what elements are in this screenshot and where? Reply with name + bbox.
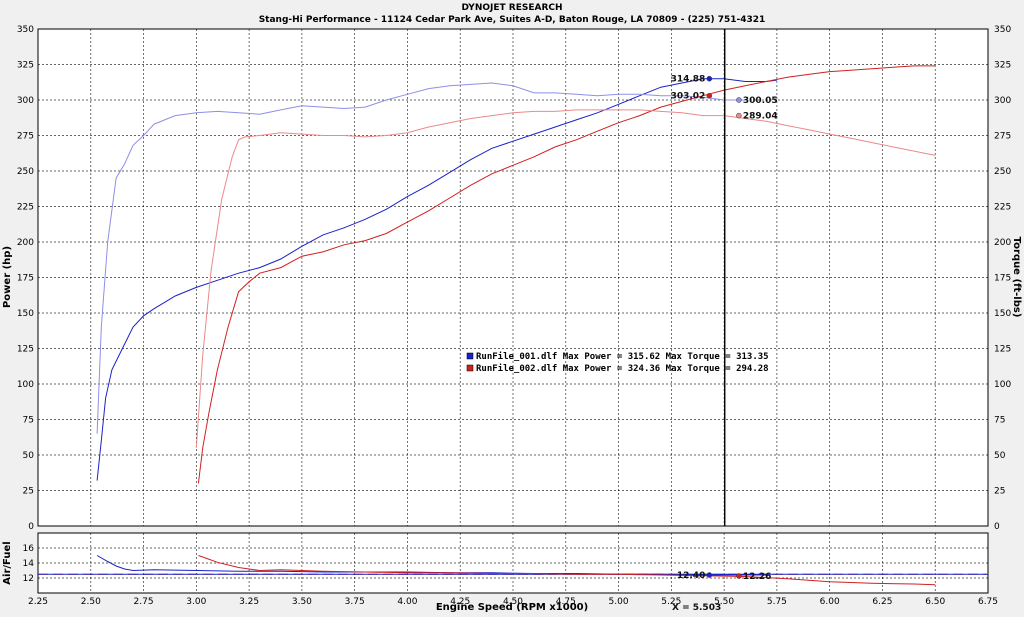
y-tick-label-power: 100: [17, 380, 34, 390]
x-axis-label: Engine Speed (RPM x1000): [436, 602, 588, 613]
x-tick-label: 6.00: [820, 597, 840, 607]
y-tick-label-torque: 200: [994, 238, 1011, 248]
airfuel-series-runfile-002-dlf: [198, 555, 936, 586]
y-tick-label-power: 200: [17, 238, 34, 248]
readout-value: 12.26: [743, 572, 771, 582]
y-tick-label-torque: 125: [994, 345, 1011, 355]
y-axis-label-torque: Torque (ft-lbs): [1011, 237, 1022, 318]
series-runfile-002-dlf-torque: [195, 109, 936, 448]
x-tick-label: 5.50: [714, 597, 734, 607]
y-tick-label-airfuel: 14: [23, 559, 35, 569]
y-tick-label-power: 0: [28, 522, 34, 532]
y-tick-label-torque: 350: [994, 25, 1011, 35]
y-tick-label-torque: 325: [994, 61, 1011, 71]
y-axis-label-airfuel: Air/Fuel: [2, 541, 13, 584]
y-tick-label-power: 25: [23, 487, 34, 497]
x-axis-ticks: 2.25 2.50 2.75 3.00 3.25 3.50 3.75 4.00 4.25 4.50…: [28, 597, 998, 607]
x-tick-label: 5.00: [609, 597, 629, 607]
readout-marker: [706, 92, 713, 99]
x-tick-label: 4.75: [556, 597, 576, 607]
airfuel-readouts: 12.40 12.26: [677, 571, 771, 582]
y-tick-label-power: 350: [17, 25, 34, 35]
y-tick-label-power: 300: [17, 96, 34, 106]
airfuel-series: [38, 555, 988, 586]
readout-value: 303.02: [671, 92, 706, 102]
y-tick-label-power: 275: [17, 132, 34, 142]
readout-marker: [736, 97, 742, 103]
y-tick-label-torque: 100: [994, 380, 1011, 390]
y-tick-label-power: 150: [17, 309, 34, 319]
x-tick-label: 4.25: [450, 597, 470, 607]
y-tick-label-power: 125: [17, 345, 34, 355]
readout-marker: [706, 75, 713, 82]
y-tick-label-power: 250: [17, 167, 34, 177]
power-torque-series: [96, 65, 936, 484]
series-runfile-002-dlf-power: [197, 65, 936, 484]
chart-title: DYNOJET RESEARCH: [461, 3, 562, 13]
x-tick-label: 3.50: [292, 597, 312, 607]
x-tick-label: 2.75: [134, 597, 154, 607]
x-tick-label: 6.75: [978, 597, 998, 607]
chart-subtitle: Stang-Hi Performance - 11124 Cedar Park …: [259, 15, 766, 25]
readout-marker: [736, 573, 742, 579]
x-tick-label: 3.75: [345, 597, 365, 607]
x-tick-label: 3.00: [186, 597, 206, 607]
y-tick-label-torque: 275: [994, 132, 1011, 142]
legend-entry-run2: RunFile_002.dlf Max Power = 324.36 Max T…: [476, 363, 769, 374]
readout-marker: [706, 572, 713, 578]
readout-value: 12.40: [677, 571, 705, 581]
x-tick-label: 4.50: [503, 597, 523, 607]
y-tick-label-airfuel: 16: [23, 544, 35, 554]
y-axis-label-power: Power (hp): [2, 246, 13, 308]
y-tick-label-power: 75: [23, 416, 34, 426]
y-tick-label-torque: 25: [994, 487, 1005, 497]
y-tick-label-torque: 50: [994, 451, 1006, 461]
legend-entry-run1: RunFile_001.dlf Max Power = 315.62 Max T…: [476, 351, 769, 362]
readout-value: 289.04: [743, 112, 778, 122]
x-tick-label: 5.75: [767, 597, 787, 607]
x-tick-label: 5.25: [661, 597, 681, 607]
x-tick-label: 2.50: [81, 597, 101, 607]
series-runfile-001-dlf-power: [96, 78, 777, 481]
y-tick-label-power: 325: [17, 61, 34, 71]
readout-value: 300.05: [743, 96, 778, 106]
x-tick-label: 4.00: [397, 597, 417, 607]
cursor-readouts: 314.88 303.02 300.05 289.04: [671, 75, 778, 122]
y-tick-label-airfuel: 12: [23, 574, 34, 584]
power-ticks: 0 0 25 25 50 50 75 75 100 100 125 125 150 150 175 175 20…: [17, 25, 1012, 532]
y-tick-label-torque: 225: [994, 203, 1011, 213]
x-tick-label: 2.25: [28, 597, 48, 607]
legend-swatch-run2: [466, 364, 474, 372]
y-tick-label-power: 50: [23, 451, 35, 461]
x-tick-label: 6.25: [872, 597, 892, 607]
cursor-x-readout: X = 5.503: [672, 603, 721, 613]
y-tick-label-torque: 0: [994, 522, 1000, 532]
x-tick-label: 6.50: [925, 597, 945, 607]
y-tick-label-torque: 175: [994, 274, 1011, 284]
readout-value: 314.88: [671, 75, 706, 85]
legend-swatch-run1: [466, 352, 474, 360]
y-tick-label-torque: 300: [994, 96, 1011, 106]
x-tick-label: 3.25: [239, 597, 259, 607]
airfuel-grid: [37, 533, 989, 593]
series-runfile-001-dlf-torque: [96, 82, 746, 434]
y-tick-label-torque: 75: [994, 416, 1005, 426]
readout-marker: [736, 112, 742, 119]
y-tick-label-torque: 250: [994, 167, 1011, 177]
airfuel-ticks: 12 14 16: [23, 544, 35, 584]
legend: RunFile_001.dlf Max Power = 315.62 Max T…: [466, 351, 769, 374]
y-tick-label-power: 175: [17, 274, 34, 284]
y-tick-label-torque: 150: [994, 309, 1011, 319]
y-tick-label-power: 225: [17, 203, 34, 213]
